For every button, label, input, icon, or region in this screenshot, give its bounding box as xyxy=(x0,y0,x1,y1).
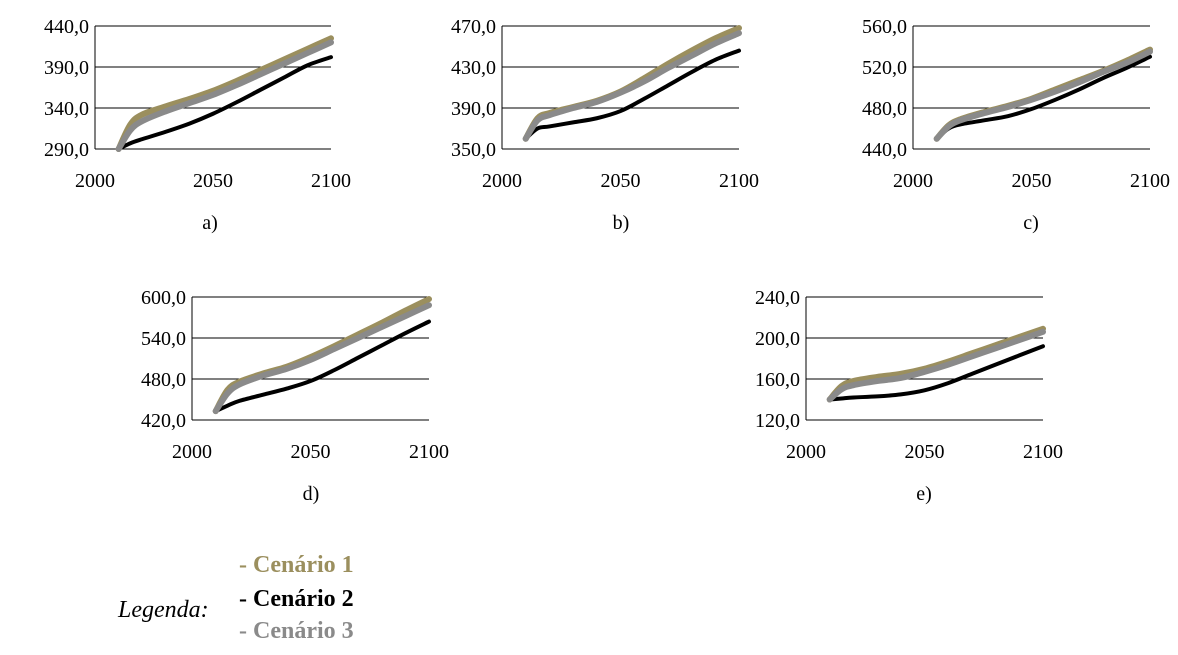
x-tick-label: 2050 xyxy=(1012,170,1052,192)
x-tick-label: 2100 xyxy=(311,170,351,192)
series-line-cenario-1 xyxy=(115,35,334,152)
x-tick-label: 2000 xyxy=(482,170,522,192)
x-tick-label: 2050 xyxy=(905,441,945,463)
legend-item-cenario-3: - Cenário 3 xyxy=(239,618,354,644)
x-tick-label: 2100 xyxy=(1023,441,1063,463)
chart-panel-c: 440,0 480,0 520,0 560,0 2000 2050 2100 c) xyxy=(862,16,1170,234)
y-tick-label: 420,0 xyxy=(141,410,186,432)
series-line-cenario-2 xyxy=(934,54,1152,141)
y-tick-label: 200,0 xyxy=(755,328,800,350)
x-tick-label: 2050 xyxy=(601,170,641,192)
x-tick-label: 2100 xyxy=(1130,170,1170,192)
series-line-cenario-2 xyxy=(213,319,431,414)
panel-caption: d) xyxy=(303,483,320,505)
y-tick-label: 520,0 xyxy=(862,57,907,79)
series-line-cenario-3 xyxy=(115,39,334,152)
y-tick-label: 440,0 xyxy=(862,139,907,161)
legend: Legenda: - Cenário 1 - Cenário 2 - Cenár… xyxy=(118,545,438,655)
y-tick-label: 160,0 xyxy=(755,369,800,391)
x-tick-label: 2100 xyxy=(719,170,759,192)
x-tick-label: 2000 xyxy=(893,170,933,192)
x-tick-label: 2000 xyxy=(786,441,826,463)
y-tick-label: 290,0 xyxy=(44,139,89,161)
y-tick-label: 540,0 xyxy=(141,328,186,350)
x-tick-label: 2000 xyxy=(75,170,115,192)
x-tick-label: 2050 xyxy=(193,170,233,192)
legend-item-cenario-1: - Cenário 1 xyxy=(239,552,354,578)
series-line-cenario-3 xyxy=(826,328,1046,403)
y-tick-label: 390,0 xyxy=(44,57,89,79)
y-tick-label: 350,0 xyxy=(451,139,496,161)
x-tick-label: 2100 xyxy=(409,441,449,463)
panel-caption: b) xyxy=(613,212,630,234)
y-tick-label: 120,0 xyxy=(755,410,800,432)
series-line-cenario-3 xyxy=(212,302,432,415)
y-tick-label: 560,0 xyxy=(862,16,907,38)
y-tick-label: 430,0 xyxy=(451,57,496,79)
y-tick-label: 390,0 xyxy=(451,98,496,120)
legend-item-cenario-2: - Cenário 2 xyxy=(239,586,354,612)
chart-panel-b: 350,0 390,0 430,0 470,0 2000 2050 2100 b) xyxy=(451,16,759,234)
series-line-cenario-3 xyxy=(522,30,742,142)
series-line-cenario-2 xyxy=(116,55,333,151)
y-tick-label: 440,0 xyxy=(44,16,89,38)
panel-caption: c) xyxy=(1023,212,1039,234)
chart-panel-a: 290,0 340,0 390,0 440,0 2000 2050 2100 a) xyxy=(44,16,351,234)
y-tick-label: 340,0 xyxy=(44,98,89,120)
y-tick-label: 470,0 xyxy=(451,16,496,38)
y-tick-label: 240,0 xyxy=(755,287,800,309)
y-tick-label: 480,0 xyxy=(141,369,186,391)
series-line-cenario-3 xyxy=(933,48,1153,142)
x-tick-label: 2050 xyxy=(291,441,331,463)
panel-caption: a) xyxy=(202,212,218,234)
chart-panel-e: 120,0 160,0 200,0 240,0 2000 2050 2100 e) xyxy=(755,287,1063,505)
series-line-cenario-2 xyxy=(523,48,741,141)
chart-panel-d: 420,0 480,0 540,0 600,0 2000 2050 2100 d) xyxy=(141,287,449,505)
y-tick-label: 600,0 xyxy=(141,287,186,309)
y-tick-label: 480,0 xyxy=(862,98,907,120)
x-tick-label: 2000 xyxy=(172,441,212,463)
series-line-cenario-2 xyxy=(827,344,1045,402)
legend-title: Legenda: xyxy=(118,597,209,623)
panel-caption: e) xyxy=(916,483,932,505)
